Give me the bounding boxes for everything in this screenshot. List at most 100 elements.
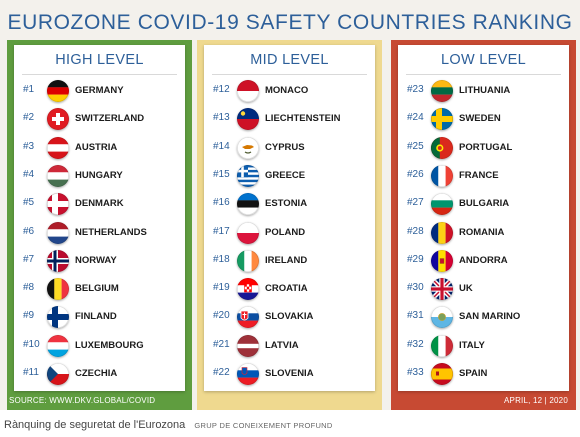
country-row: #26 FRANCE (398, 164, 569, 187)
rank-number: #24 (407, 112, 424, 124)
country-name: UK (459, 283, 473, 295)
rank-number: #15 (213, 168, 230, 180)
rank-number: #19 (213, 282, 230, 294)
country-name: SWITZERLAND (75, 113, 145, 125)
belgium-flag-icon (47, 278, 69, 301)
country-row: #6 NETHERLANDS (14, 221, 185, 244)
rank-number: #5 (23, 197, 35, 209)
country-name: LUXEMBOURG (75, 339, 144, 351)
rank-number: #16 (213, 197, 230, 209)
austria-flag-icon (47, 136, 69, 159)
rank-number: #1 (23, 84, 35, 95)
country-row: #31 SAN MARINO (398, 306, 569, 329)
rank-number: #11 (23, 367, 39, 378)
denmark-flag-icon (47, 193, 69, 216)
country-row: #9 FINLAND (14, 306, 185, 329)
cyprus-flag-icon (237, 136, 259, 159)
country-name: BULGARIA (459, 198, 510, 210)
country-name: ANDORRA (459, 254, 508, 266)
rank-number: #31 (407, 310, 424, 322)
liechtenstein-flag-icon (237, 108, 259, 131)
mid-level-list: #12 MONACO #13 LIECHTENSTEIN #14 CYPRUS #15 GRE… (204, 45, 375, 391)
country-name: ITALY (459, 339, 485, 351)
estonia-flag-icon (237, 193, 259, 216)
caption-text: Rànquing de seguretat de l'Eurozona (4, 419, 186, 431)
country-name: SLOVENIA (265, 368, 314, 379)
low-level-card: LOW LEVEL #23 LITHUANIA #24 SWEDEN #25 PORTUG… (398, 45, 569, 391)
country-name: IRELAND (265, 254, 308, 266)
bulgaria-flag-icon (431, 193, 453, 216)
country-row: #27 BULGARIA (398, 193, 569, 216)
country-name: LITHUANIA (459, 85, 511, 96)
country-row: #7 NORWAY (14, 249, 185, 272)
rank-number: #8 (23, 282, 35, 294)
monaco-flag-icon (237, 80, 259, 102)
country-name: SLOVAKIA (265, 311, 314, 323)
country-row: #33 SPAIN (398, 363, 569, 385)
poland-flag-icon (237, 221, 259, 244)
header-divider (22, 74, 177, 75)
sweden-flag-icon (431, 108, 453, 131)
country-row: #11 CZECHIA (14, 363, 185, 385)
country-row: #14 CYPRUS (204, 136, 375, 159)
norway-flag-icon (47, 249, 69, 272)
czechia-flag-icon (47, 363, 69, 385)
country-name: BELGIUM (75, 283, 119, 295)
country-name: POLAND (265, 226, 306, 238)
high-level-header: HIGH LEVEL (55, 52, 144, 68)
country-name: ROMANIA (459, 226, 505, 238)
country-name: CZECHIA (75, 368, 118, 379)
rank-number: #26 (407, 168, 424, 180)
country-row: #28 ROMANIA (398, 221, 569, 244)
finland-flag-icon (47, 306, 69, 329)
country-row: #1 GERMANY (14, 80, 185, 102)
country-name: AUSTRIA (75, 141, 118, 153)
rank-number: #33 (407, 367, 424, 378)
low-level-column: LOW LEVEL #23 LITHUANIA #24 SWEDEN #25 PORTUG… (391, 40, 576, 410)
country-name: DENMARK (75, 198, 124, 210)
high-level-card: HIGH LEVEL #1 GERMANY #2 SWITZERLAND #3 AUSTR… (14, 45, 185, 391)
country-name: GREECE (265, 169, 306, 181)
country-name: SWEDEN (459, 113, 501, 125)
andorra-flag-icon (431, 249, 453, 272)
country-row: #2 SWITZERLAND (14, 108, 185, 131)
country-row: #29 ANDORRA (398, 249, 569, 272)
country-row: #22 SLOVENIA (204, 363, 375, 385)
rank-number: #28 (407, 225, 424, 237)
mid-level-column: MID LEVEL #12 MONACO #13 LIECHTENSTEIN #14 CY… (197, 40, 382, 410)
rank-number: #14 (213, 140, 230, 152)
high-level-column: HIGH LEVEL #1 GERMANY #2 SWITZERLAND #3 AUSTR… (7, 40, 192, 410)
country-name: ESTONIA (265, 198, 308, 210)
rank-number: #4 (23, 168, 35, 180)
portugal-flag-icon (431, 136, 453, 159)
country-row: #12 MONACO (204, 80, 375, 102)
country-row: #5 DENMARK (14, 193, 185, 216)
infographic-title: EUROZONE COVID-19 SAFETY COUNTRIES RANKI… (7, 11, 573, 34)
country-row: #17 POLAND (204, 221, 375, 244)
image-caption: Rànquing de seguretat de l'Eurozona GRUP… (4, 419, 333, 431)
header-divider (406, 74, 561, 75)
rank-number: #2 (23, 112, 35, 124)
low-level-list: #23 LITHUANIA #24 SWEDEN #25 PORTUGAL #26 FRANC… (398, 45, 569, 391)
country-row: #10 LUXEMBOURG (14, 334, 185, 357)
country-row: #16 ESTONIA (204, 193, 375, 216)
france-flag-icon (431, 164, 453, 187)
rank-number: #10 (23, 338, 40, 350)
switzerland-flag-icon (47, 108, 69, 131)
mid-level-header: MID LEVEL (250, 52, 329, 68)
ireland-flag-icon (237, 249, 259, 272)
country-row: #4 HUNGARY (14, 164, 185, 187)
country-row: #23 LITHUANIA (398, 80, 569, 102)
rank-number: #25 (407, 140, 424, 152)
country-row: #25 PORTUGAL (398, 136, 569, 159)
country-row: #19 CROATIA (204, 278, 375, 301)
rank-number: #6 (23, 225, 35, 237)
country-name: PORTUGAL (459, 141, 513, 153)
rank-number: #23 (407, 84, 424, 95)
country-row: #30 UK (398, 278, 569, 301)
country-row: #21 LATVIA (204, 334, 375, 357)
rank-number: #30 (407, 282, 424, 294)
country-name: MONACO (265, 85, 309, 96)
germany-flag-icon (47, 80, 69, 102)
croatia-flag-icon (237, 278, 259, 301)
